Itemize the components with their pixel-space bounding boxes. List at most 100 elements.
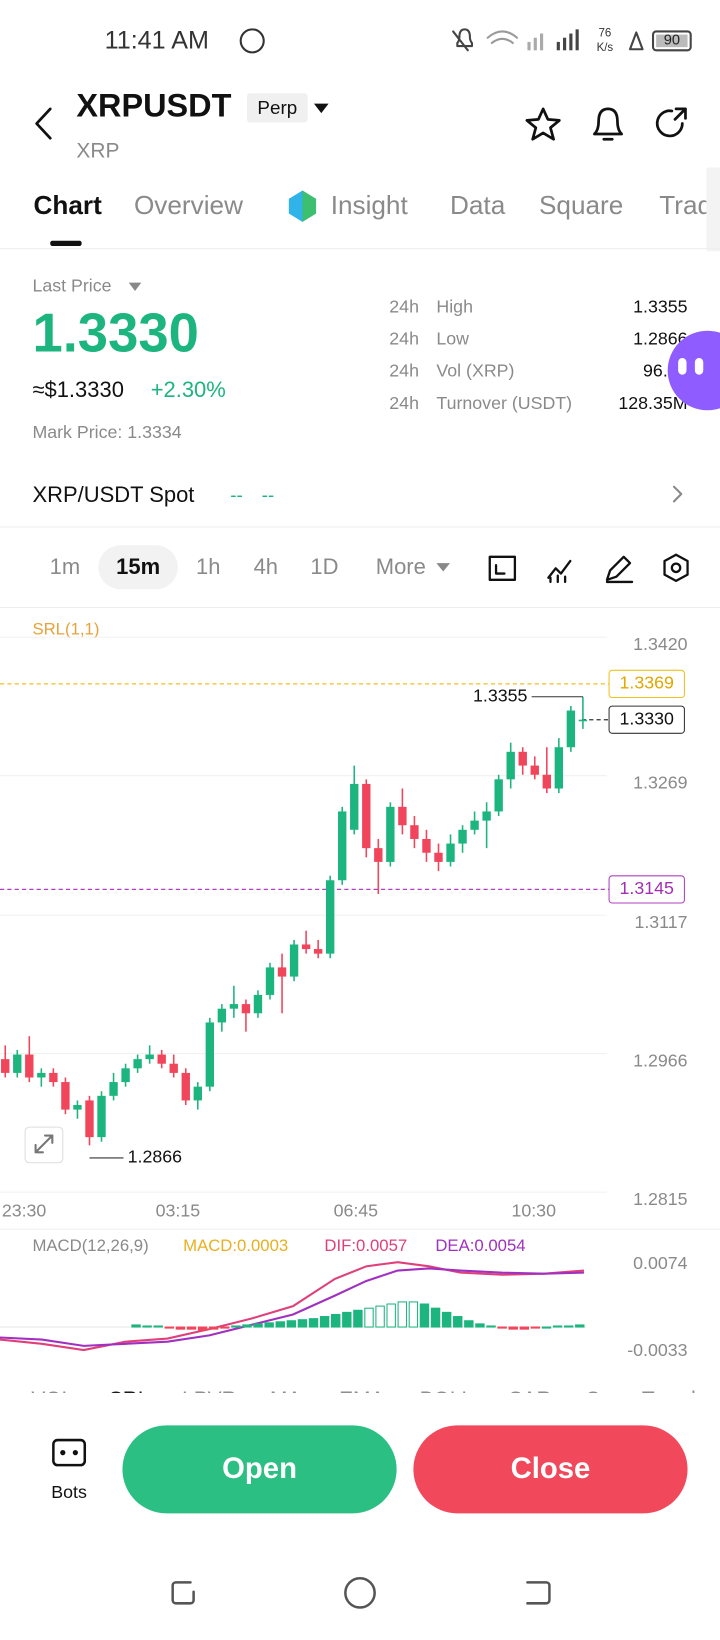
macd-tick: -0.0033: [627, 1340, 687, 1360]
spot-value: --: [262, 484, 275, 505]
macd-bar: [530, 1326, 541, 1329]
indicator-label: SRL(1,1): [32, 619, 99, 638]
intervals: 1m 15m 1h 4h 1D More: [50, 554, 426, 579]
macd-bar: [486, 1325, 496, 1328]
bots-label[interactable]: Bots: [51, 1482, 87, 1502]
favorite-icon[interactable]: [525, 107, 561, 141]
candle-body: [325, 880, 335, 954]
candle-body: [350, 783, 359, 830]
candle-body: [49, 1072, 58, 1083]
interval[interactable]: 1D: [310, 554, 338, 579]
candle-body: [121, 1068, 130, 1083]
tab[interactable]: Data: [450, 190, 506, 220]
candle-body: [25, 1054, 34, 1078]
battery-text: 90: [664, 33, 680, 49]
dropdown[interactable]: [128, 282, 142, 291]
macd-bar: [153, 1325, 163, 1328]
candle-body: [73, 1105, 82, 1110]
y-tick-label: 1.3420: [633, 634, 687, 654]
open-label[interactable]: Open: [222, 1452, 297, 1485]
tab[interactable]: Trad: [659, 190, 712, 220]
interval[interactable]: More: [376, 554, 426, 579]
macd-bar: [464, 1320, 474, 1328]
macd-bar: [331, 1313, 341, 1328]
candle-body: [338, 811, 347, 881]
y-tick-label: 1.3269: [633, 773, 687, 793]
high-label: 1.3355: [473, 685, 527, 705]
dropdown[interactable]: [436, 563, 450, 572]
dif-line: [0, 1261, 585, 1352]
macd-bar: [208, 1326, 219, 1330]
fullscreen-icon[interactable]: [488, 555, 517, 581]
close-button[interactable]: [413, 1425, 688, 1514]
candle-body: [85, 1100, 94, 1138]
tab[interactable]: Insight: [331, 190, 409, 220]
candle-body: [566, 710, 576, 748]
dropdown[interactable]: [313, 103, 329, 114]
macd-bar: [286, 1320, 297, 1328]
price-label: 1.3330: [620, 708, 674, 728]
stat-period: 24h: [389, 296, 419, 316]
flask-icon: [628, 31, 644, 51]
interval[interactable]: 4h: [254, 554, 278, 579]
last-price: 1.3330: [32, 302, 198, 363]
tab[interactable]: Chart: [33, 190, 102, 220]
chevron[interactable]: [672, 485, 683, 503]
whatsapp-icon: [239, 28, 265, 54]
candle-body: [205, 1022, 215, 1087]
open-button[interactable]: [122, 1425, 397, 1514]
macd-bar: [397, 1301, 407, 1328]
macd-bar: [297, 1319, 308, 1328]
close-label[interactable]: Close: [511, 1452, 591, 1485]
macd-bar: [408, 1301, 419, 1328]
assistant-bubble[interactable]: [667, 330, 720, 411]
macd-bar: [430, 1307, 441, 1328]
battery: [651, 30, 692, 52]
candle-body: [109, 1082, 118, 1096]
bots-icon[interactable]: [52, 1438, 87, 1467]
interval[interactable]: 15m: [116, 554, 160, 579]
y-tick-label: 1.2815: [633, 1189, 687, 1209]
settings-icon[interactable]: [663, 553, 689, 583]
macd-bar: [197, 1326, 208, 1331]
macd-bar: [563, 1325, 574, 1328]
y-tick-label: 1.3117: [634, 912, 687, 932]
share-icon[interactable]: [655, 107, 687, 138]
candle-body: [229, 1004, 239, 1009]
divider: [0, 1228, 720, 1230]
indicator-icon[interactable]: [547, 559, 572, 584]
home-button[interactable]: [344, 1576, 376, 1609]
x-tick-label: 10:30: [511, 1201, 556, 1221]
stat-period: 24h: [389, 393, 419, 413]
tab[interactable]: Square: [539, 190, 623, 220]
macd-bar: [175, 1326, 186, 1330]
candle-body: [410, 825, 419, 839]
expand-icon: [34, 1134, 54, 1154]
alert-icon[interactable]: [593, 107, 623, 141]
back-button[interactable]: [35, 107, 52, 140]
candle-body: [313, 949, 323, 954]
interval[interactable]: 1h: [196, 554, 220, 579]
back-nav-button[interactable]: [526, 1581, 551, 1605]
symbol: XRPUSDT: [76, 87, 231, 123]
interval[interactable]: 1m: [50, 554, 81, 579]
status-time: 11:41 AM: [105, 27, 209, 55]
tabs: Chart Overview Insight Data Square Trad: [33, 190, 712, 220]
macd-label: MACD(12,26,9): [32, 1236, 148, 1255]
candle-body: [530, 765, 539, 775]
bubble-eye: [678, 357, 687, 375]
recents-button[interactable]: [171, 1581, 195, 1605]
candle-body: [542, 774, 551, 789]
candle-body: [61, 1082, 70, 1110]
stat-period: 24h: [389, 329, 419, 349]
price-box: [608, 705, 685, 734]
tab[interactable]: Overview: [134, 190, 243, 220]
draw-icon[interactable]: [605, 555, 634, 584]
price-label: 1.3145: [620, 878, 674, 898]
macd-bar: [386, 1303, 396, 1328]
candle-body: [181, 1072, 190, 1101]
macd-bar: [308, 1318, 319, 1328]
candle-body: [434, 852, 443, 862]
divider: [0, 248, 720, 250]
stat-value: 1.3355: [633, 296, 687, 316]
